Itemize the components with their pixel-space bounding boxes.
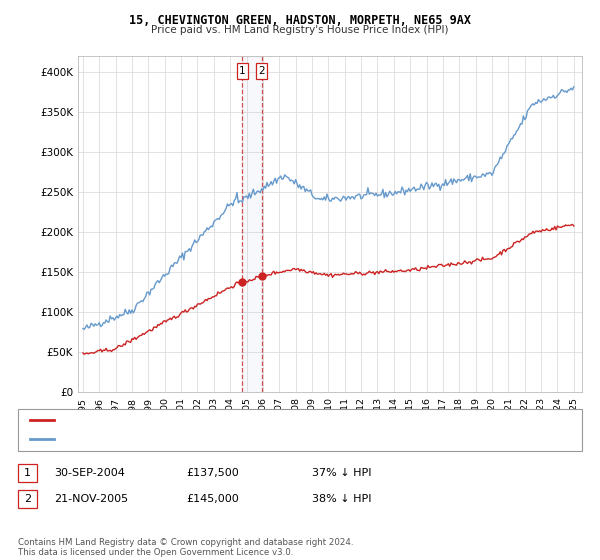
Text: 15, CHEVINGTON GREEN, HADSTON, MORPETH, NE65 9AX (detached house): 15, CHEVINGTON GREEN, HADSTON, MORPETH, …	[60, 415, 434, 425]
Text: 38% ↓ HPI: 38% ↓ HPI	[312, 494, 371, 504]
Text: 2: 2	[258, 66, 265, 76]
Text: 30-SEP-2004: 30-SEP-2004	[54, 468, 125, 478]
Text: 1: 1	[239, 66, 246, 76]
Text: 1: 1	[24, 468, 31, 478]
Text: £145,000: £145,000	[186, 494, 239, 504]
Bar	[242, 56, 262, 392]
Text: HPI: Average price, detached house, Northumberland: HPI: Average price, detached house, Nort…	[60, 435, 322, 445]
Text: £137,500: £137,500	[186, 468, 239, 478]
Text: Price paid vs. HM Land Registry's House Price Index (HPI): Price paid vs. HM Land Registry's House …	[151, 25, 449, 35]
Text: 2: 2	[24, 494, 31, 504]
Text: 15, CHEVINGTON GREEN, HADSTON, MORPETH, NE65 9AX: 15, CHEVINGTON GREEN, HADSTON, MORPETH, …	[129, 14, 471, 27]
Text: 21-NOV-2005: 21-NOV-2005	[54, 494, 128, 504]
Text: 37% ↓ HPI: 37% ↓ HPI	[312, 468, 371, 478]
Text: Contains HM Land Registry data © Crown copyright and database right 2024.
This d: Contains HM Land Registry data © Crown c…	[18, 538, 353, 557]
